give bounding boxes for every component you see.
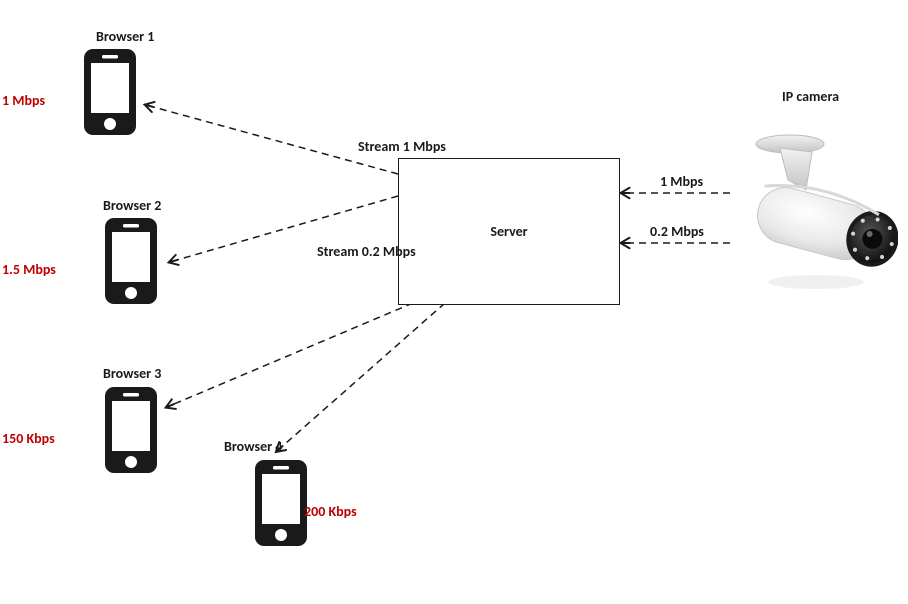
server-label: Server bbox=[490, 223, 527, 240]
browser-2-bandwidth: 1.5 Mbps bbox=[2, 261, 56, 278]
browser-1-title: Browser 1 bbox=[96, 28, 154, 45]
stream-top-label: Stream 1 Mbps bbox=[358, 138, 446, 155]
camera-stream-bottom-label: 0.2 Mbps bbox=[650, 223, 704, 240]
browser-3-bandwidth: 150 Kbps bbox=[2, 430, 55, 447]
browser-3-title: Browser 3 bbox=[103, 365, 161, 382]
browser-4-phone-icon bbox=[253, 458, 309, 553]
camera-title: IP camera bbox=[782, 88, 839, 105]
browser-4-title: Browser 4 bbox=[224, 438, 282, 455]
diagram-canvas: Server Stream 1 Mbps Stream 0.2 Mbps IP … bbox=[0, 0, 908, 604]
browser-3-phone-icon bbox=[103, 385, 159, 480]
browser-2-phone-icon bbox=[103, 216, 159, 311]
camera-stream-top-label: 1 Mbps bbox=[660, 173, 703, 190]
server-box: Server bbox=[398, 158, 620, 305]
browser-4-bandwidth: 200 Kbps bbox=[304, 503, 357, 520]
ip-camera-icon bbox=[728, 130, 898, 305]
stream-bottom-label: Stream 0.2 Mbps bbox=[317, 243, 416, 260]
browser-1-bandwidth: 1 Mbps bbox=[2, 92, 45, 109]
browser-2-title: Browser 2 bbox=[103, 197, 161, 214]
browser-1-phone-icon bbox=[82, 47, 138, 142]
